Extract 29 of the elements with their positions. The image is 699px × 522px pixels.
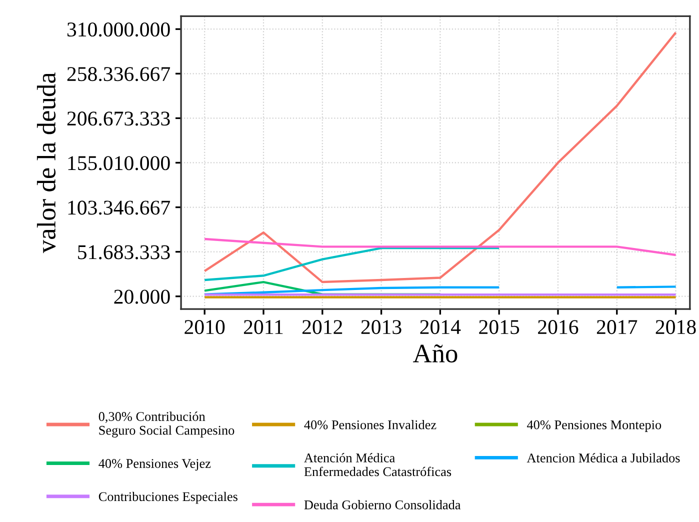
y-tick-label: 155.010.000 — [68, 156, 170, 170]
legend-label: 0,30% Contribución Seguro Social Campesino — [98, 412, 234, 438]
x-tick-label: 2011 — [244, 320, 283, 334]
x-tick-label: 2018 — [656, 320, 696, 334]
legend-label: Atención Médica Enfermedades Catastróficas — [304, 453, 452, 476]
legend-label: Contribuciones Especiales — [98, 492, 238, 504]
legend-label: 40% Pensiones Montepio — [526, 420, 662, 432]
y-tick-label: 20.000 — [114, 290, 170, 304]
x-tick-label: 2013 — [361, 320, 402, 334]
y-tick-label: 103.346.667 — [68, 200, 170, 215]
legend-label: Atencion Médica a Jubilados — [526, 453, 680, 462]
y-tick-label: 206.673.333 — [67, 112, 170, 126]
x-tick-label: 2016 — [538, 320, 578, 334]
line-series — [203, 238, 677, 256]
y-tick-label: 310.000.000 — [67, 22, 170, 37]
line-series — [203, 31, 677, 284]
y-tick-label: 258.336.667 — [67, 67, 170, 82]
x-tick-label: 2017 — [596, 320, 638, 334]
x-tick-label: 2015 — [479, 320, 520, 334]
x-tick-label: 2010 — [184, 320, 225, 334]
y-axis-title: valor de la deuda — [36, 72, 56, 254]
line-series — [203, 246, 500, 282]
x-axis-title: Año — [413, 344, 458, 362]
x-tick-label: 2014 — [420, 320, 461, 334]
x-tick-label: 2012 — [302, 320, 342, 334]
legend-label: 40% Pensiones Vejez — [98, 459, 211, 471]
legend-label: Deuda Gobierno Consolidada — [304, 500, 461, 510]
legend-label: 40% Pensiones Invalidez — [304, 420, 436, 430]
y-tick-label: 51.683.333 — [78, 245, 170, 260]
